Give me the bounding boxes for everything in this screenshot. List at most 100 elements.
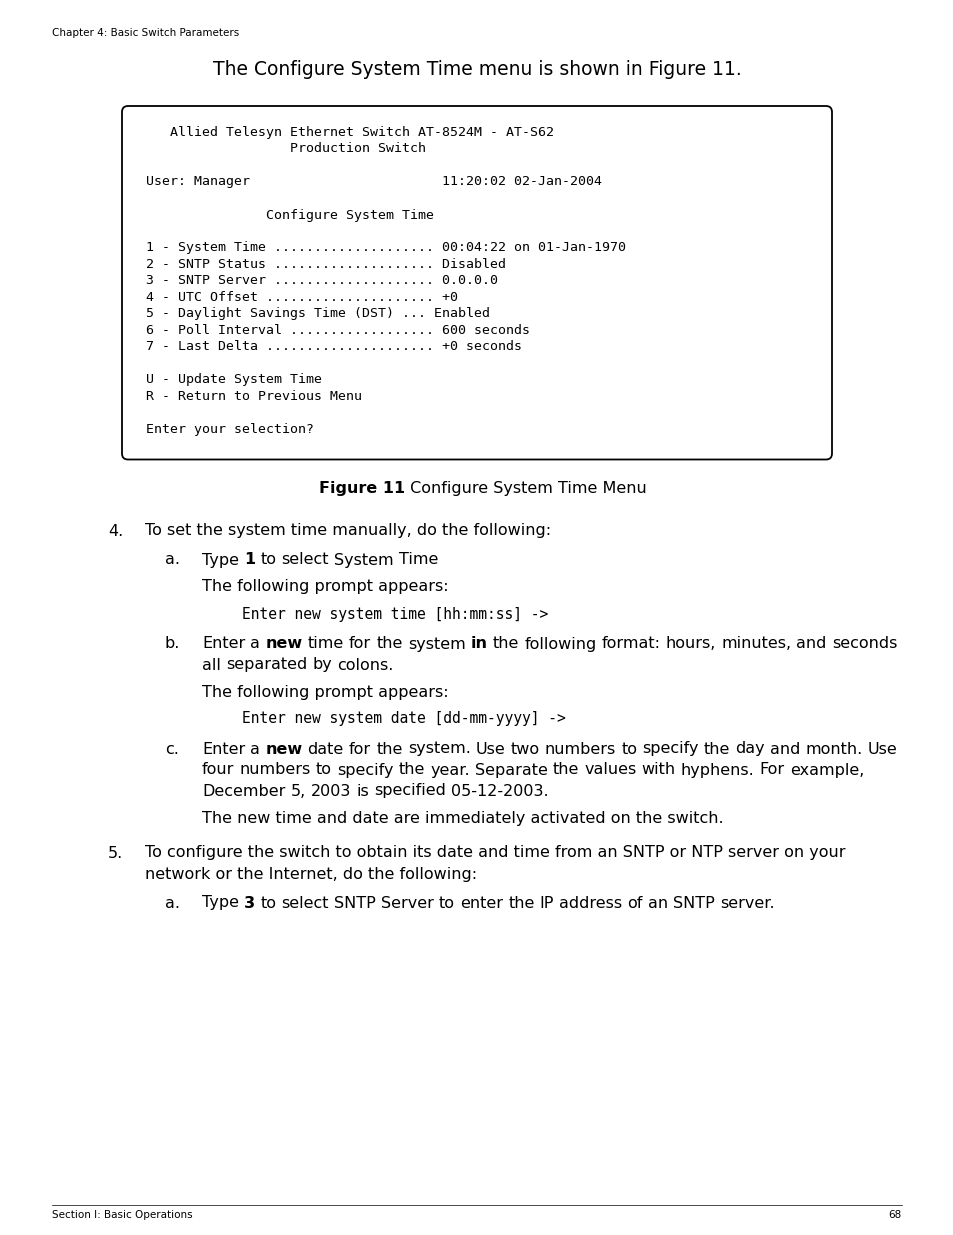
Text: the: the [375,741,402,757]
Text: 1: 1 [244,552,255,568]
Text: a.: a. [165,552,180,568]
Text: for: for [349,636,371,652]
Text: address: address [558,895,621,910]
Text: enter: enter [459,895,502,910]
Text: minutes,: minutes, [720,636,791,652]
Text: a: a [250,636,260,652]
Text: to: to [260,895,276,910]
Text: SNTP: SNTP [334,895,375,910]
Text: c.: c. [165,741,178,757]
Text: to: to [260,552,276,568]
Text: 2003: 2003 [311,783,351,799]
Text: Separate: Separate [475,762,547,778]
Text: R - Return to Previous Menu: R - Return to Previous Menu [146,390,361,403]
Text: system.: system. [407,741,470,757]
Text: system: system [407,636,465,652]
Text: values: values [584,762,636,778]
Text: the: the [553,762,578,778]
Text: Enter: Enter [202,636,245,652]
Text: select: select [281,552,329,568]
Text: specify: specify [641,741,699,757]
Text: Use: Use [476,741,505,757]
Text: to: to [315,762,332,778]
Text: the: the [703,741,730,757]
Text: To configure the switch to obtain its date and time from an SNTP or NTP server o: To configure the switch to obtain its da… [145,846,844,861]
Text: new: new [265,741,302,757]
Text: Type: Type [202,895,239,910]
Text: the: the [375,636,402,652]
Text: specified: specified [374,783,446,799]
Text: is: is [356,783,369,799]
Text: U - Update System Time: U - Update System Time [146,373,322,387]
Text: 6 - Poll Interval .................. 600 seconds: 6 - Poll Interval .................. 600… [146,324,530,337]
Text: of: of [627,895,642,910]
Text: b.: b. [165,636,180,652]
Text: a.: a. [165,895,180,910]
Text: 3: 3 [244,895,255,910]
Text: Allied Telesyn Ethernet Switch AT-8524M - AT-S62: Allied Telesyn Ethernet Switch AT-8524M … [146,126,554,140]
Text: Figure 11: Figure 11 [318,482,404,496]
Text: 5 - Daylight Savings Time (DST) ... Enabled: 5 - Daylight Savings Time (DST) ... Enab… [146,308,490,321]
Text: a: a [250,741,260,757]
Text: 68: 68 [888,1210,901,1220]
Text: the: the [508,895,534,910]
Text: hyphens.: hyphens. [680,762,754,778]
Text: Configure System Time Menu: Configure System Time Menu [404,482,646,496]
Text: colons.: colons. [337,657,394,673]
Text: 4.: 4. [108,524,123,538]
Text: following: following [524,636,596,652]
Text: Chapter 4: Basic Switch Parameters: Chapter 4: Basic Switch Parameters [52,28,239,38]
Text: 1 - System Time .................... 00:04:22 on 01-Jan-1970: 1 - System Time .................... 00:… [146,242,625,254]
Text: Time: Time [398,552,437,568]
Text: all: all [202,657,221,673]
Text: in: in [470,636,487,652]
Text: SNTP: SNTP [673,895,714,910]
Text: day: day [735,741,764,757]
Text: The following prompt appears:: The following prompt appears: [202,684,448,699]
Text: by: by [312,657,332,673]
Text: hours,: hours, [665,636,716,652]
Text: select: select [281,895,329,910]
Text: separated: separated [226,657,307,673]
Text: For: For [760,762,784,778]
Text: the: the [493,636,518,652]
Text: To set the system time manually, do the following:: To set the system time manually, do the … [145,524,551,538]
Text: System: System [334,552,394,568]
Text: for: for [349,741,371,757]
Text: Enter new system date [dd-mm-yyyy] ->: Enter new system date [dd-mm-yyyy] -> [242,711,565,726]
Text: The following prompt appears:: The following prompt appears: [202,579,448,594]
Text: numbers: numbers [544,741,616,757]
Text: to: to [620,741,637,757]
Text: Enter: Enter [202,741,245,757]
Text: format:: format: [601,636,659,652]
Text: 2 - SNTP Status .................... Disabled: 2 - SNTP Status .................... Dis… [146,258,505,270]
Text: Enter new system time [hh:mm:ss] ->: Enter new system time [hh:mm:ss] -> [242,606,548,621]
Text: network or the Internet, do the following:: network or the Internet, do the followin… [145,867,476,882]
Text: IP: IP [539,895,554,910]
Text: numbers: numbers [239,762,311,778]
Text: The new time and date are immediately activated on the switch.: The new time and date are immediately ac… [202,810,723,825]
Text: Server: Server [380,895,434,910]
Text: four: four [202,762,234,778]
Text: 3 - SNTP Server .................... 0.0.0.0: 3 - SNTP Server .................... 0.0… [146,274,497,288]
Text: The Configure System Time menu is shown in Figure 11.: The Configure System Time menu is shown … [213,61,740,79]
Text: to: to [438,895,455,910]
Text: 7 - Last Delta ..................... +0 seconds: 7 - Last Delta ..................... +0 … [146,341,521,353]
Text: 4 - UTC Offset ..................... +0: 4 - UTC Offset ..................... +0 [146,291,457,304]
Text: Production Switch: Production Switch [146,142,426,156]
Text: and: and [769,741,800,757]
Text: Enter your selection?: Enter your selection? [146,424,314,436]
Text: date: date [307,741,343,757]
Text: 5,: 5, [291,783,305,799]
Text: an: an [647,895,667,910]
Text: December: December [202,783,285,799]
FancyBboxPatch shape [122,106,831,459]
Text: new: new [265,636,302,652]
Text: seconds: seconds [831,636,897,652]
Text: example,: example, [789,762,863,778]
Text: the: the [398,762,424,778]
Text: 05-12-2003.: 05-12-2003. [451,783,548,799]
Text: specify: specify [336,762,393,778]
Text: server.: server. [720,895,774,910]
Text: time: time [307,636,343,652]
